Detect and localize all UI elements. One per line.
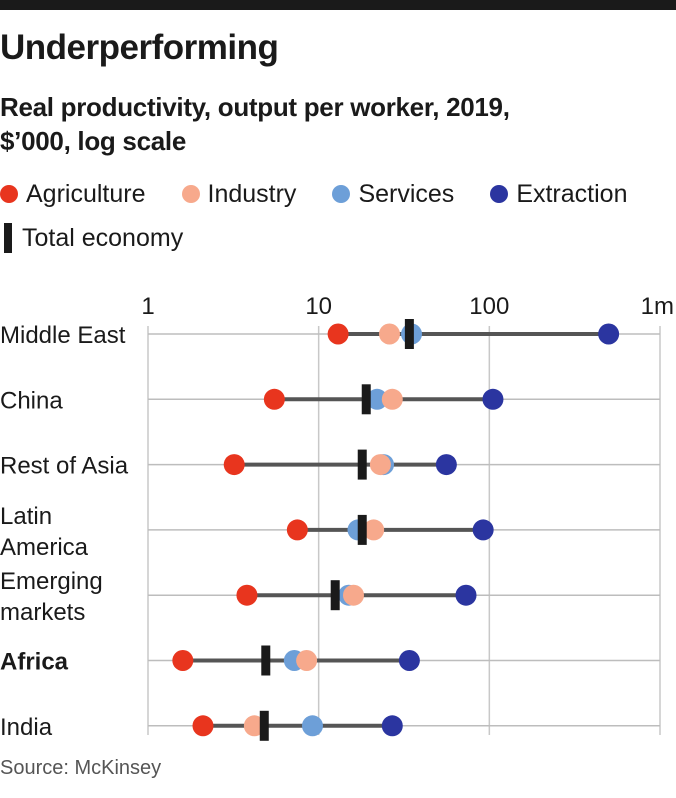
row-label-line: Emerging: [0, 568, 103, 595]
point-agriculture-emerging-markets: [236, 584, 258, 606]
point-agriculture-rest-of-asia: [223, 454, 245, 476]
point-agriculture-china: [263, 388, 285, 410]
total-marker-africa: [261, 645, 271, 676]
total-marker-emerging-markets: [330, 580, 340, 611]
point-services-india: [301, 715, 323, 737]
industry-swatch-icon: [181, 185, 200, 203]
agriculture-swatch-icon: [0, 185, 18, 203]
point-extraction-india: [381, 715, 403, 737]
legend-item-services: Services: [332, 180, 454, 209]
legend-label-services: Services: [358, 179, 455, 208]
total-marker-middle-east: [404, 319, 414, 349]
point-extraction-rest-of-asia: [435, 454, 457, 476]
tick-label-10: 10: [305, 293, 332, 320]
legend-item-industry: Industry: [181, 179, 297, 209]
row-label-latin-america: Latin America: [0, 503, 89, 561]
productivity-chart: 1 10 100 1m Middle East China Rest of Asia Lati…: [0, 293, 674, 741]
row-label-line: India: [0, 714, 53, 741]
point-agriculture-middle-east: [327, 323, 349, 345]
total-marker-china: [361, 384, 371, 415]
legend-item-total-economy: Total economy: [0, 223, 183, 253]
legend-label-agriculture: Agriculture: [26, 179, 146, 208]
point-agriculture-africa: [172, 650, 194, 671]
legend-item-extraction: Extraction: [490, 180, 627, 209]
legend-label-total-economy: Total economy: [22, 223, 184, 252]
total-marker-rest-of-asia: [357, 449, 367, 480]
row-label-line: Rest of Asia: [0, 453, 129, 480]
tick-label-1: 1: [141, 293, 154, 320]
tick-label-100: 100: [469, 293, 509, 320]
point-agriculture-latin-america: [286, 519, 308, 541]
row-label-rest-of-asia: Rest of Asia: [0, 453, 129, 480]
legend-row-sectors: Agriculture Industry Services Extraction: [0, 178, 627, 210]
point-industry-china: [381, 388, 403, 410]
point-industry-emerging-markets: [343, 584, 365, 606]
tick-label-1m: 1m: [641, 293, 674, 320]
row-label-africa: Africa: [0, 649, 69, 676]
point-agriculture-india: [192, 715, 214, 737]
row-label-india: India: [0, 714, 53, 741]
total-marker-latin-america: [357, 514, 367, 545]
legend-label-industry: Industry: [207, 179, 297, 208]
row-label-line: Middle East: [0, 322, 126, 349]
row-label-line: markets: [0, 599, 85, 626]
services-swatch-icon: [332, 185, 351, 203]
point-industry-africa: [296, 650, 318, 671]
point-industry-middle-east: [378, 323, 400, 345]
total-economy-bar-icon: [4, 223, 12, 253]
point-extraction-africa: [398, 650, 420, 671]
chart-subtitle: Real productivity, output per worker, 20…: [0, 92, 510, 156]
legend-row-total: Total economy: [0, 222, 219, 254]
top-rule: [0, 0, 676, 10]
point-extraction-china: [482, 388, 504, 410]
point-services-china: [366, 388, 388, 410]
row-label-line: America: [0, 534, 89, 561]
extraction-swatch-icon: [490, 185, 509, 203]
row-label-line: Africa: [0, 649, 69, 676]
point-extraction-middle-east: [598, 323, 620, 345]
source-note: Source: McKinsey: [0, 757, 162, 779]
row-label-china: China: [0, 387, 63, 414]
legend-item-agriculture: Agriculture: [0, 180, 146, 209]
chart-title: Underperforming: [0, 28, 279, 67]
point-extraction-emerging-markets: [455, 584, 477, 606]
point-extraction-latin-america: [472, 519, 494, 541]
point-industry-rest-of-asia: [369, 454, 391, 476]
point-industry-india: [243, 715, 265, 737]
row-label-line: Latin: [0, 503, 52, 530]
point-industry-latin-america: [363, 519, 385, 541]
total-marker-india: [259, 710, 269, 741]
legend-label-extraction: Extraction: [516, 179, 628, 208]
row-label-line: China: [0, 387, 63, 414]
row-label-middle-east: Middle East: [0, 322, 126, 349]
row-label-emerging-markets: Emerging markets: [0, 568, 103, 626]
